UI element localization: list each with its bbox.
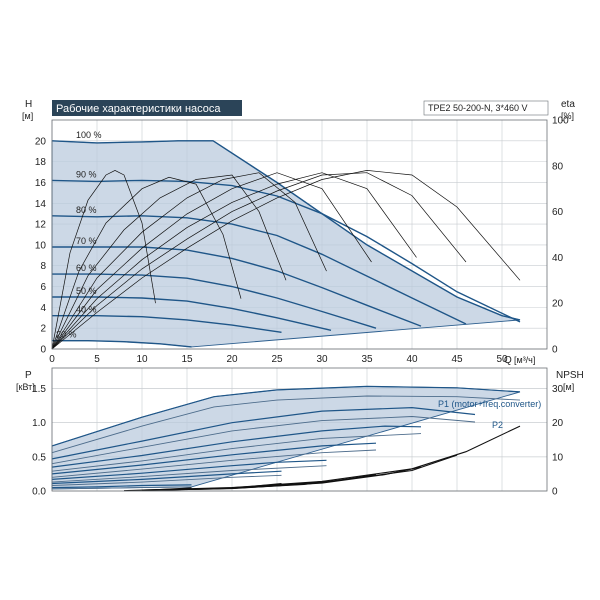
x-tick-label-upper-4: 20 bbox=[226, 354, 238, 365]
head-curve-100pct bbox=[51, 140, 521, 321]
npsh-curve-6 bbox=[123, 487, 192, 492]
h-tick-label-10: 20 bbox=[35, 136, 47, 147]
speed-label-0: 100 % bbox=[76, 130, 102, 140]
x-tick-label-upper-8: 40 bbox=[406, 354, 418, 365]
x-tick-label-upper-1: 5 bbox=[94, 354, 100, 365]
x-tick-label-upper-0: 0 bbox=[49, 354, 55, 365]
head-plot: 100 % 90 % 80 % 70 % 60 % 50 % 40 % 20 % 0 5 10 15 2… bbox=[35, 116, 569, 366]
npsh-tick-label-0: 0 bbox=[552, 487, 558, 498]
head-curve-80pct bbox=[51, 215, 467, 325]
head-curve-50pct bbox=[52, 296, 332, 331]
p-tick-label-1: 0.5 bbox=[32, 452, 46, 463]
h-tick-label-0: 0 bbox=[40, 345, 46, 356]
npsh-tick-label-1: 10 bbox=[552, 452, 564, 463]
head-curve-70pct bbox=[52, 246, 422, 327]
speed-label-2: 80 % bbox=[76, 205, 97, 215]
frame-upper bbox=[51, 119, 548, 350]
p2-curve-3 bbox=[51, 449, 377, 478]
h-axis-unit: [м] bbox=[22, 111, 33, 121]
eta-tick-label-5: 100 bbox=[552, 116, 569, 127]
p2-curve-6 bbox=[51, 486, 192, 490]
q-axis-label: Q bbox=[504, 355, 512, 366]
model-label: TPE2 50-200-N, 3*460 V bbox=[428, 103, 528, 113]
efficiency-curve-5 bbox=[51, 172, 417, 350]
speed-label-7: 20 % bbox=[56, 330, 77, 340]
h-tick-label-7: 14 bbox=[35, 199, 47, 210]
h-tick-label-4: 8 bbox=[40, 261, 46, 272]
p1-curve-4 bbox=[51, 459, 327, 480]
h-tick-label-5: 10 bbox=[35, 240, 47, 251]
h-tick-label-6: 12 bbox=[35, 220, 47, 231]
npsh-curve-5 bbox=[141, 482, 282, 491]
speed-label-4: 60 % bbox=[76, 263, 97, 273]
h-tick-label-2: 4 bbox=[40, 303, 46, 314]
npsh-tick-label-2: 20 bbox=[552, 418, 564, 429]
x-tick-label-upper-3: 15 bbox=[181, 354, 193, 365]
frame-lower bbox=[51, 367, 548, 492]
p-axis-unit: [кВт] bbox=[16, 382, 35, 392]
eta-tick-label-3: 60 bbox=[552, 207, 564, 218]
p2-annotation: P2 bbox=[492, 420, 503, 430]
title-background bbox=[52, 100, 242, 116]
eta-axis-unit: [%] bbox=[561, 111, 574, 121]
eta-tick-label-1: 20 bbox=[552, 299, 564, 310]
p-tick-label-2: 1.0 bbox=[32, 418, 46, 429]
head-curve-90pct bbox=[51, 179, 521, 323]
p1-curve-2 bbox=[51, 425, 422, 468]
head-curve-20pct bbox=[52, 340, 192, 348]
p2-curve-2 bbox=[51, 433, 422, 472]
eta-axis-label: eta bbox=[561, 99, 575, 110]
h-tick-label-3: 6 bbox=[40, 282, 46, 293]
npsh-tick-label-3: 30 bbox=[552, 384, 564, 395]
npsh-axis-label: NPSH bbox=[556, 370, 584, 381]
h-tick-label-9: 18 bbox=[35, 157, 47, 168]
eta-tick-label-2: 40 bbox=[552, 253, 564, 264]
efficiency-curve-6 bbox=[51, 172, 467, 350]
h-tick-label-8: 16 bbox=[35, 178, 47, 189]
h-tick-label-1: 2 bbox=[40, 324, 46, 335]
p2-curve-1 bbox=[51, 416, 476, 465]
head-curve-40pct bbox=[52, 315, 282, 333]
efficiency-curve-7 bbox=[51, 170, 521, 350]
x-tick-label-upper-6: 30 bbox=[316, 354, 328, 365]
h-axis-label: H bbox=[25, 99, 32, 110]
p-tick-label-3: 1.5 bbox=[32, 384, 46, 395]
model-box bbox=[423, 100, 549, 116]
efficiency-curve-4 bbox=[51, 172, 372, 350]
eta-tick-label-0: 0 bbox=[552, 345, 558, 356]
eta-tick-label-4: 80 bbox=[552, 161, 564, 172]
p1-curve-3 bbox=[51, 442, 377, 475]
q-axis-unit: [м³/ч] bbox=[514, 355, 535, 365]
x-tick-label-upper-9: 45 bbox=[451, 354, 463, 365]
p2-curve-4 bbox=[51, 465, 327, 483]
x-tick-label-upper-5: 25 bbox=[271, 354, 283, 365]
x-tick-label-upper-2: 10 bbox=[136, 354, 148, 365]
p1-curve-1 bbox=[51, 406, 476, 460]
speed-label-6: 40 % bbox=[76, 305, 97, 315]
x-tick-label-upper-10: 50 bbox=[496, 354, 508, 365]
speed-label-3: 70 % bbox=[76, 236, 97, 246]
p1-curve-6 bbox=[51, 484, 192, 489]
npsh-axis-unit: [м] bbox=[563, 382, 574, 392]
efficiency-curve-1 bbox=[51, 176, 242, 350]
p1-annotation: P1 (motor+freq.converter) bbox=[438, 399, 541, 409]
efficiency-curve-3 bbox=[51, 172, 327, 350]
speed-label-5: 50 % bbox=[76, 286, 97, 296]
efficiency-curve-2 bbox=[51, 174, 287, 350]
power-plot: 0.0 0.5 1.0 1.5 0 10 20 30 bbox=[32, 367, 564, 498]
p1-curve-0 bbox=[51, 385, 521, 447]
p2-curve-5 bbox=[51, 474, 282, 486]
efficiency-curve-0 bbox=[51, 170, 156, 350]
x-tick-label-upper-7: 35 bbox=[361, 354, 373, 365]
head-curve-60pct bbox=[52, 273, 377, 329]
p1-curve-5 bbox=[51, 470, 282, 485]
p-tick-label-0: 0.0 bbox=[32, 487, 46, 498]
chart-title: Рабочие характеристики насоса bbox=[56, 103, 221, 115]
p-axis-label: P bbox=[25, 370, 32, 381]
p2-curve-0 bbox=[51, 395, 521, 454]
speed-label-1: 90 % bbox=[76, 169, 97, 179]
